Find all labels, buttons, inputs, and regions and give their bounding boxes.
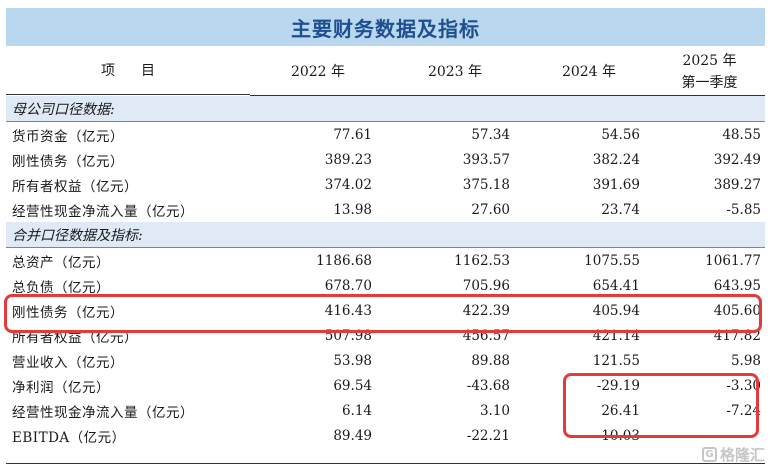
- financial-table: 项目 2022 年 2023 年 2024 年 2025 年 第一季度 母公司口…: [6, 48, 765, 448]
- section-parent-company: 母公司口径数据:: [6, 96, 765, 122]
- section-consolidated: 合并口径数据及指标:: [6, 222, 765, 248]
- table-title: 主要财务数据及指标: [6, 8, 765, 46]
- cell-2022: 13.98: [333, 201, 372, 218]
- cell-2022: 507.98: [324, 327, 372, 344]
- cell-2024: -29.19: [596, 377, 640, 394]
- cell-2023: -22.21: [466, 427, 510, 444]
- cell-2024: 405.94: [592, 302, 640, 319]
- cell-2022: 6.14: [341, 402, 372, 419]
- cell-2022: 69.54: [333, 377, 372, 394]
- cell-2024: 391.69: [592, 176, 640, 193]
- cell-2023: 89.88: [471, 352, 510, 369]
- cell-2022: 53.98: [333, 352, 372, 369]
- cell-2024: 26.41: [601, 402, 640, 419]
- header-2025q1-quarter: 第一季度: [681, 74, 738, 91]
- cell-2024: 121.55: [592, 352, 640, 369]
- header-2024: 2024 年: [524, 48, 654, 96]
- cell-2023: 27.60: [471, 201, 510, 218]
- cell-2023: 456.57: [462, 327, 510, 344]
- cell-2022: 77.61: [333, 126, 372, 143]
- cell-2022: 1186.68: [316, 252, 372, 269]
- cell-2024: 23.74: [601, 201, 640, 218]
- watermark-logo-icon: G: [701, 447, 717, 462]
- header-2025q1-year: 2025 年: [682, 52, 737, 69]
- row-label: 经营性现金净流入量（亿元）: [12, 404, 194, 421]
- cell-2024: 654.41: [592, 277, 640, 294]
- row-label: 所有者权益（亿元）: [12, 178, 138, 195]
- cell-2023: 375.18: [462, 176, 510, 193]
- cell-2025q1: 5.98: [730, 352, 761, 369]
- row-label: 货币资金（亿元）: [12, 128, 124, 145]
- cell-2025q1: 1061.77: [705, 252, 761, 269]
- header-item: 项目: [6, 48, 250, 95]
- cell-2023: 57.34: [471, 126, 510, 143]
- cell-2025q1: 405.60: [713, 302, 761, 319]
- row-label: EBITDA（亿元）: [12, 429, 126, 446]
- watermark-text: 格隆汇: [719, 446, 765, 464]
- table-bottom-rule: [6, 463, 765, 464]
- cell-2022: 416.43: [324, 302, 372, 319]
- cell-2025q1: 417.82: [713, 327, 761, 344]
- header-2025q1: 2025 年 第一季度: [654, 48, 765, 96]
- cell-2023: 705.96: [462, 277, 510, 294]
- row-label: 刚性债务（亿元）: [12, 304, 124, 321]
- cell-2024: 54.56: [601, 126, 640, 143]
- cell-2023: 3.10: [479, 402, 510, 419]
- row-label: 总负债（亿元）: [12, 279, 110, 296]
- row-label: 所有者权益（亿元）: [12, 329, 138, 346]
- row-label: 净利润（亿元）: [12, 379, 110, 396]
- row-label: 刚性债务（亿元）: [12, 153, 124, 170]
- row-label: 营业收入（亿元）: [12, 354, 124, 371]
- cell-2025q1: 48.55: [722, 126, 761, 143]
- cell-2022: 678.70: [324, 277, 372, 294]
- cell-2024: -10.03: [596, 427, 640, 444]
- row-label: 总资产（亿元）: [12, 254, 110, 271]
- cell-2025q1: -5.85: [726, 201, 761, 218]
- cell-2025q1: 392.49: [713, 151, 761, 168]
- cell-2022: 389.23: [324, 151, 372, 168]
- row-label: 经营性现金净流入量（亿元）: [12, 203, 194, 220]
- cell-2022: 374.02: [324, 176, 372, 193]
- header-2023: 2023 年: [386, 48, 524, 96]
- cell-2024: 1075.55: [584, 252, 640, 269]
- cell-2023: -43.68: [466, 377, 510, 394]
- cell-2025q1: 643.95: [713, 277, 761, 294]
- cell-2022: 89.49: [333, 427, 372, 444]
- cell-2023: 393.57: [462, 151, 510, 168]
- cell-2024: 421.14: [592, 327, 640, 344]
- watermark: G 格隆汇: [701, 444, 765, 465]
- cell-2023: 1162.53: [454, 252, 510, 269]
- cell-2025q1: -3.30: [726, 377, 761, 394]
- cell-2024: 382.24: [592, 151, 640, 168]
- cell-2025q1: -7.24: [726, 402, 761, 419]
- cell-2023: 422.39: [462, 302, 510, 319]
- header-2022: 2022 年: [250, 48, 386, 96]
- cell-2025q1: 389.27: [713, 176, 761, 193]
